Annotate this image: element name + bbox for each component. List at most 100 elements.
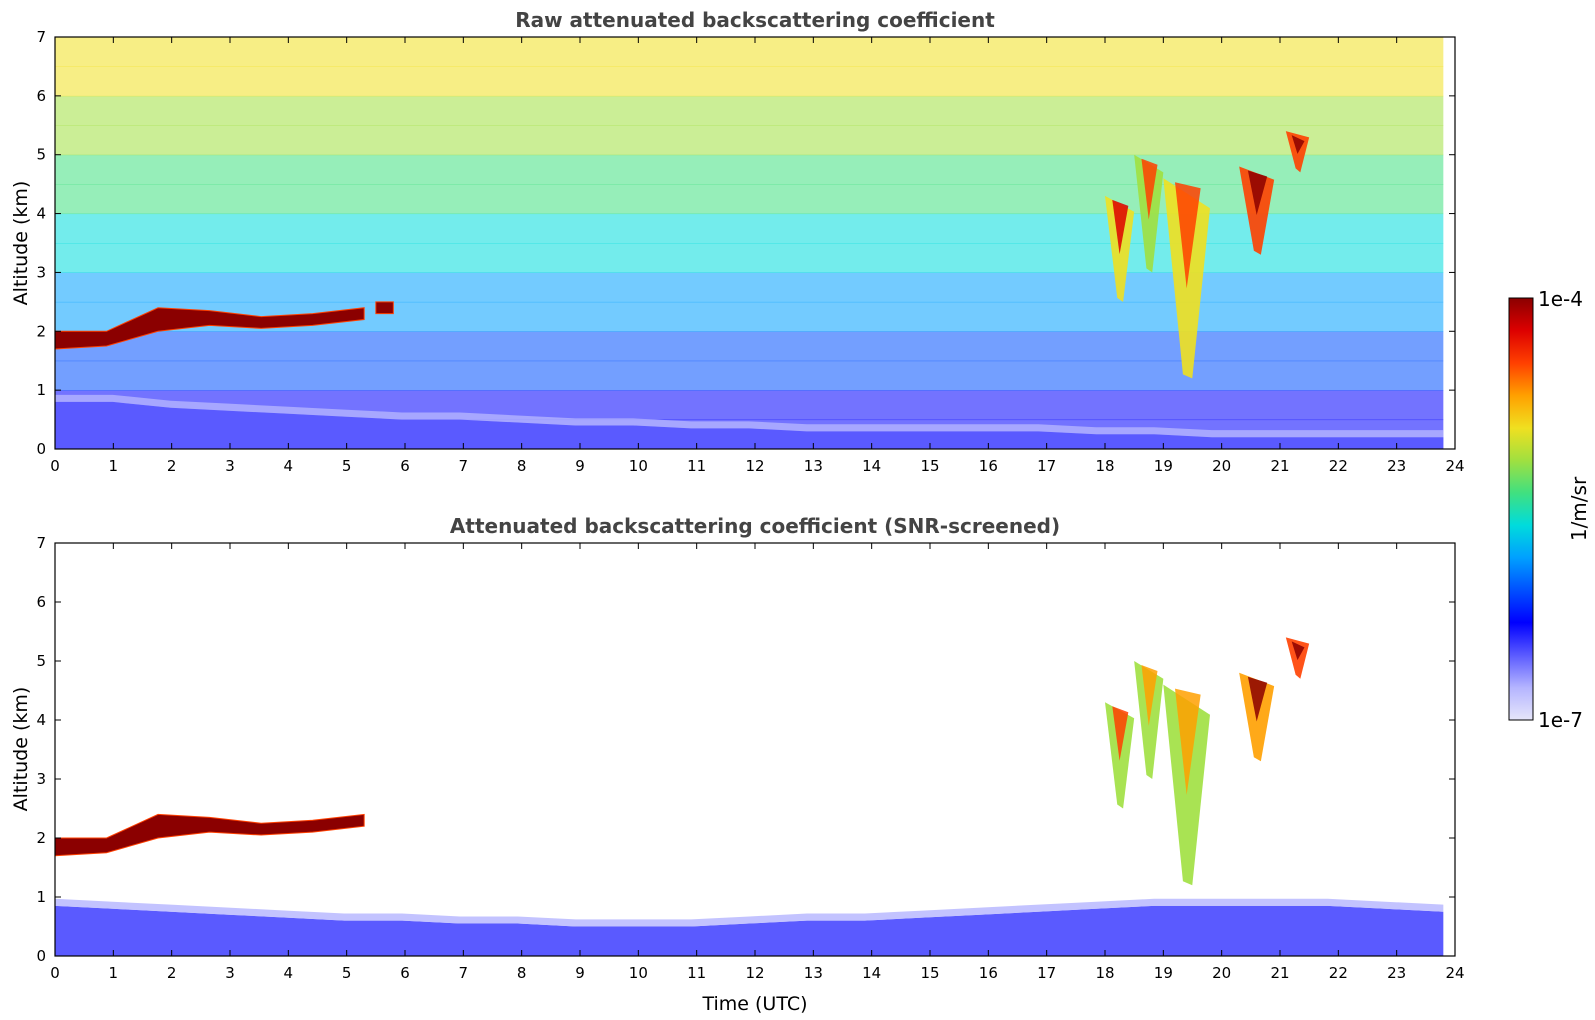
aerosol-layer: [55, 401, 1444, 449]
x-tick-label: 19: [1154, 457, 1173, 475]
raw-backscatter-panel: Raw attenuated backscattering coefficien…: [10, 8, 1465, 475]
x-tick-label: 19: [1154, 964, 1173, 982]
x-tick-label: 24: [1445, 457, 1464, 475]
x-tick-label: 14: [862, 964, 881, 982]
ice-cloud-core: [1112, 706, 1129, 761]
x-tick-label: 23: [1387, 964, 1406, 982]
x-tick-label: 10: [629, 964, 648, 982]
screened-x-ticks: 0 1 2 3 4 5 6 7 8 9 10 11 12 13 14 15 16 17 18 19 20 21 22 23 24: [50, 543, 1465, 982]
aerosol-layer-fringe: [55, 898, 1444, 927]
x-tick-label: 3: [225, 457, 235, 475]
x-tick-label: 1: [109, 457, 119, 475]
clear-air-band: [55, 184, 1444, 215]
clear-air-band: [55, 272, 1444, 303]
x-tick-label: 23: [1387, 457, 1406, 475]
x-tick-label: 22: [1329, 964, 1348, 982]
y-tick-label: 4: [36, 205, 46, 223]
cloud-layer: [55, 813, 365, 857]
ice-cloud-core: [1247, 676, 1268, 722]
x-tick-label: 7: [459, 964, 469, 982]
y-tick-label: 0: [36, 947, 46, 965]
x-tick-label: 24: [1445, 964, 1464, 982]
y-tick-label: 6: [36, 87, 46, 105]
x-tick-label: 4: [284, 457, 294, 475]
x-tick-label: 20: [1212, 457, 1231, 475]
y-tick-label: 4: [36, 711, 46, 729]
colorbar-max-label: 1e-4: [1538, 287, 1583, 311]
screened-y-axis-label: Altitude (km): [10, 687, 32, 812]
raw-panel-title: Raw attenuated backscattering coefficien…: [515, 8, 995, 32]
clear-air-band: [55, 360, 1444, 391]
x-tick-label: 0: [50, 457, 60, 475]
y-tick-label: 7: [36, 28, 46, 46]
ice-cloud-core: [1175, 182, 1201, 289]
ice-cloud-core: [1175, 688, 1201, 795]
clear-air-band: [55, 37, 1444, 67]
x-tick-label: 21: [1270, 964, 1289, 982]
clear-air-band: [55, 243, 1444, 273]
colorbar: 1e-4 1e-7 1/m/sr: [1508, 287, 1591, 732]
y-tick-label: 5: [36, 146, 46, 164]
x-tick-label: 9: [575, 457, 585, 475]
x-tick-label: 16: [979, 964, 998, 982]
aerosol-layer-fringe: [55, 394, 1444, 438]
x-tick-label: 16: [979, 457, 998, 475]
x-tick-label: 15: [920, 964, 939, 982]
x-tick-label: 3: [225, 964, 235, 982]
ice-cloud-core: [1141, 158, 1158, 220]
x-tick-label: 17: [1037, 964, 1056, 982]
x-tick-label: 7: [459, 457, 469, 475]
x-tick-label: 12: [745, 964, 764, 982]
ice-cloud-core: [1291, 135, 1305, 154]
y-tick-label: 1: [36, 888, 46, 906]
cloud-layer: [375, 301, 394, 315]
colorbar-unit-label: 1/m/sr: [1567, 476, 1591, 541]
y-tick-label: 2: [36, 829, 46, 847]
x-tick-label: 8: [517, 964, 527, 982]
x-tick-label: 8: [517, 457, 527, 475]
x-tick-label: 6: [400, 964, 410, 982]
x-tick-label: 11: [687, 457, 706, 475]
x-tick-label: 5: [342, 457, 352, 475]
colorbar-gradient: [1508, 297, 1534, 721]
raw-y-ticks: 0 1 2 3 4 5 6 7: [36, 28, 1455, 458]
raw-y-axis-label: Altitude (km): [10, 181, 32, 306]
y-tick-label: 2: [36, 322, 46, 340]
x-tick-label: 2: [167, 457, 177, 475]
x-tick-label: 1: [109, 964, 119, 982]
y-tick-label: 1: [36, 381, 46, 399]
ice-cloud-core: [1112, 199, 1129, 255]
clear-air-band: [55, 331, 1444, 362]
x-tick-label: 2: [167, 964, 177, 982]
x-tick-label: 17: [1037, 457, 1056, 475]
raw-plot-area: [55, 37, 1444, 449]
screened-plot-area: [55, 637, 1444, 956]
y-tick-label: 6: [36, 593, 46, 611]
x-tick-label: 13: [804, 964, 823, 982]
y-tick-label: 0: [36, 440, 46, 458]
ice-cloud-core: [1291, 641, 1305, 661]
screened-panel-title: Attenuated backscattering coefficient (S…: [450, 514, 1060, 538]
x-axis-label: Time (UTC): [701, 993, 807, 1015]
x-tick-label: 21: [1270, 457, 1289, 475]
screened-backscatter-panel: Attenuated backscattering coefficient (S…: [10, 514, 1465, 1015]
clear-air-band: [55, 154, 1444, 185]
raw-x-ticks: 0 1 2 3 4 5 6 7 8 9 10 11 12 13 14 15 16 17 18 19 20 21 22 23 24: [50, 37, 1465, 475]
y-tick-label: 3: [36, 770, 46, 788]
x-tick-label: 18: [1095, 964, 1114, 982]
x-tick-label: 13: [804, 457, 823, 475]
clear-air-band: [55, 213, 1444, 244]
ice-cloud-core: [1141, 665, 1158, 726]
x-tick-label: 4: [284, 964, 294, 982]
clear-air-band: [55, 125, 1444, 156]
x-tick-label: 15: [920, 457, 939, 475]
x-tick-label: 11: [687, 964, 706, 982]
x-tick-label: 20: [1212, 964, 1231, 982]
x-tick-label: 6: [400, 457, 410, 475]
y-tick-label: 5: [36, 652, 46, 670]
x-tick-label: 14: [862, 457, 881, 475]
x-tick-label: 12: [745, 457, 764, 475]
cloud-layer: [55, 307, 365, 350]
aerosol-layer: [55, 905, 1444, 956]
